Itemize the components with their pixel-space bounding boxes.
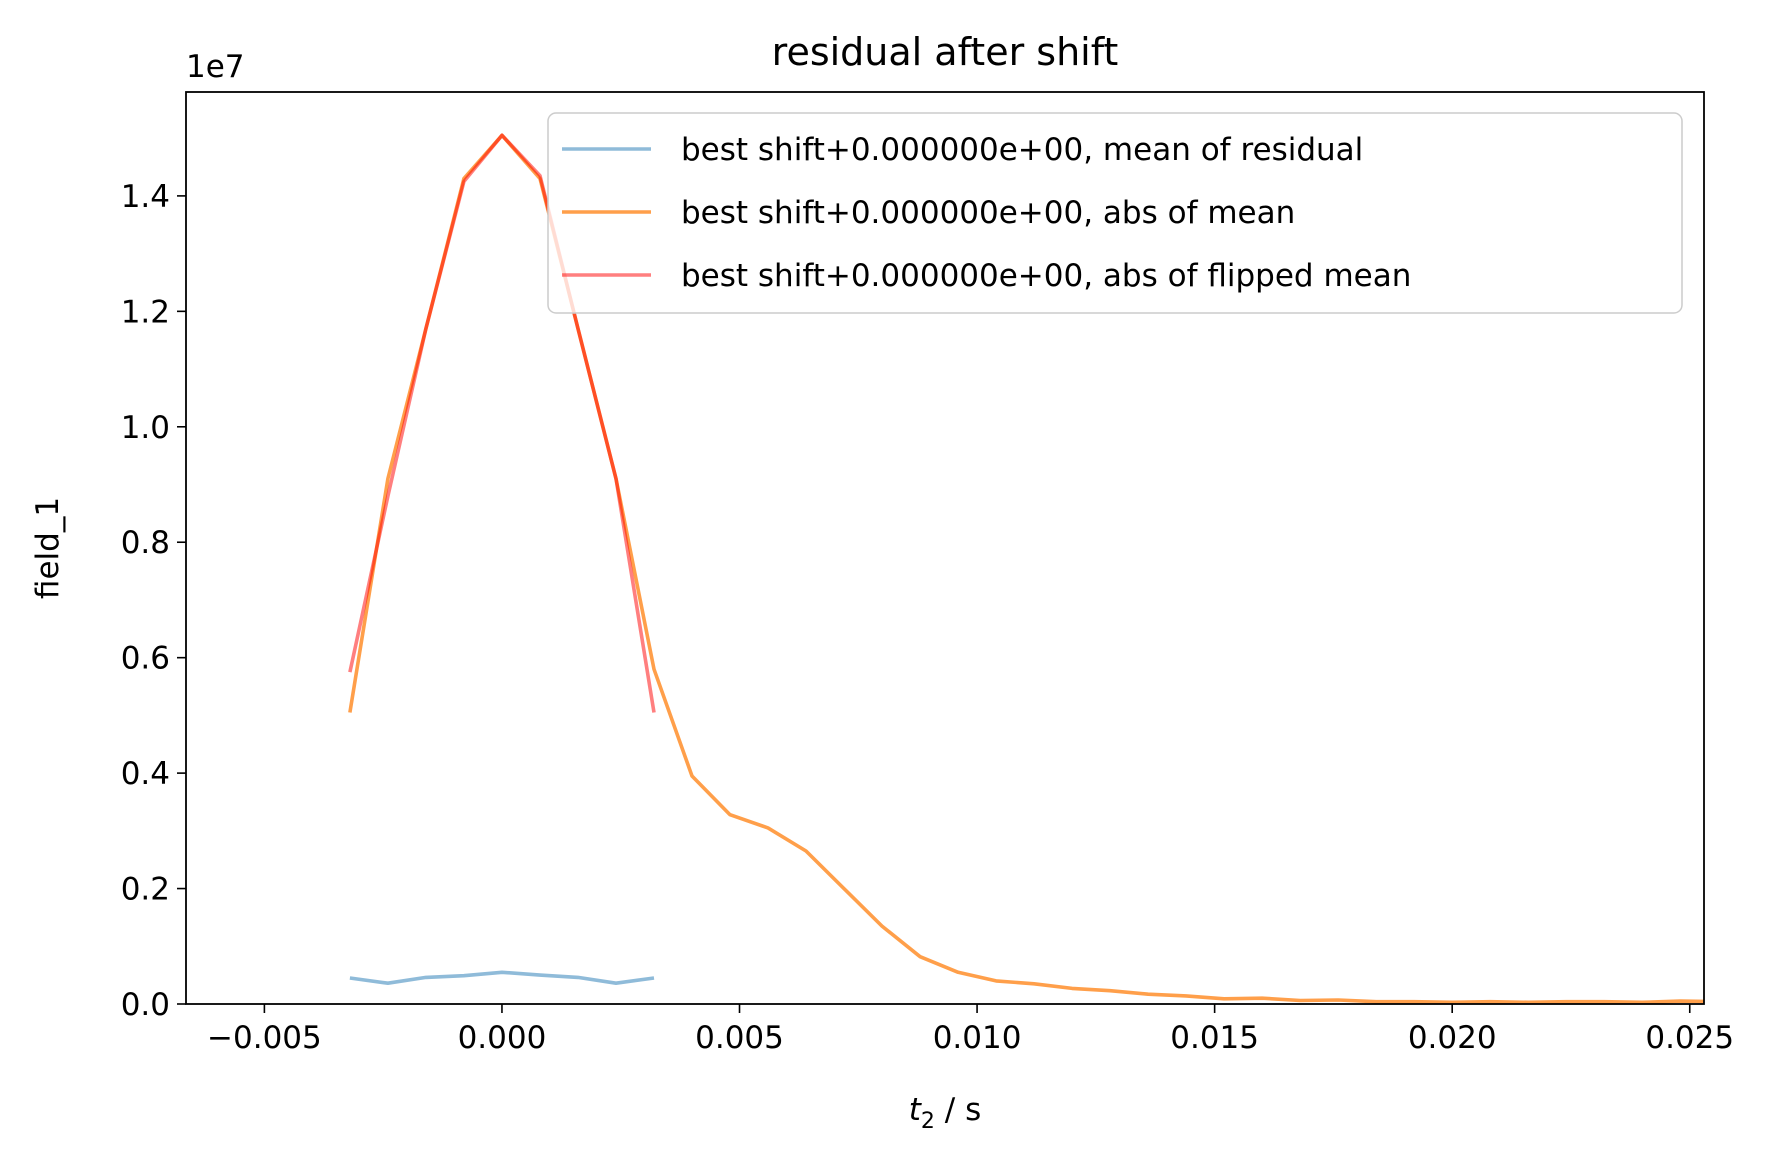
y-offset-label: 1e7 <box>186 49 245 85</box>
y-tick-label: 0.8 <box>121 525 170 561</box>
y-axis: 0.0 0.2 0.4 0.6 0.8 1.0 1.2 1.4 <box>121 179 186 1023</box>
y-tick-label: 1.2 <box>121 294 170 330</box>
plot-area <box>348 133 1704 1004</box>
x-axis-label-variable: t <box>909 1092 923 1128</box>
y-axis-label: field_1 <box>30 497 66 599</box>
y-tick-label: 1.0 <box>121 410 170 446</box>
y-tick-label: 0.2 <box>121 872 170 908</box>
series-line-1 <box>349 970 655 986</box>
legend: best shift+0.000000e+00, mean of residua… <box>547 112 1683 314</box>
y-tick-label: 0.6 <box>121 641 170 677</box>
x-axis-label-unit: / s <box>935 1092 981 1128</box>
y-tick-label: 0.4 <box>121 756 170 792</box>
legend-label-2: best shift+0.000000e+00, abs of mean <box>681 195 1295 231</box>
x-tick-label: 0.000 <box>458 1020 547 1056</box>
x-tick-label: 0.025 <box>1645 1020 1734 1056</box>
x-tick-label: 0.005 <box>695 1020 784 1056</box>
x-tick-label: 0.015 <box>1170 1020 1259 1056</box>
x-axis-label-subscript: 2 <box>921 1109 935 1134</box>
legend-box <box>547 112 1683 314</box>
legend-label-1: best shift+0.000000e+00, mean of residua… <box>681 132 1363 168</box>
x-tick-label: 0.010 <box>933 1020 1022 1056</box>
y-tick-label: 1.4 <box>121 179 170 215</box>
x-axis: −0.005 0.000 0.005 0.010 0.015 0.020 0.025 <box>207 1004 1734 1056</box>
x-tick-label: −0.005 <box>207 1020 322 1056</box>
legend-label-3: best shift+0.000000e+00, abs of flipped … <box>681 258 1411 294</box>
y-tick-label: 0.0 <box>121 987 170 1023</box>
x-axis-label: t2 / s <box>909 1092 981 1134</box>
chart-title: residual after shift <box>772 30 1119 74</box>
series-line-3 <box>348 133 656 713</box>
x-tick-label: 0.020 <box>1408 1020 1497 1056</box>
axes-frame <box>185 91 1705 1005</box>
